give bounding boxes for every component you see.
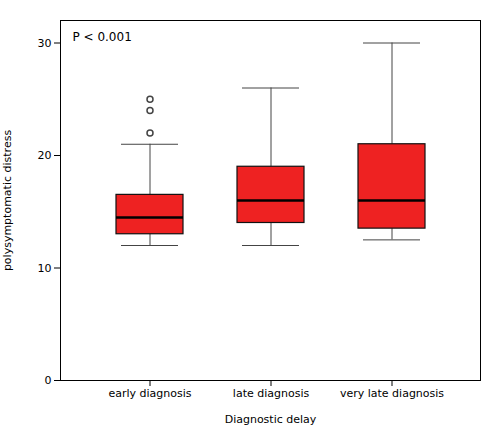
svg-text:polysymptomatic distress: polysymptomatic distress [1,130,14,271]
svg-text:Diagnostic delay: Diagnostic delay [225,413,317,425]
svg-text:30: 30 [38,37,52,50]
svg-text:early diagnosis: early diagnosis [108,387,191,400]
svg-text:0: 0 [45,374,52,387]
svg-text:P < 0.001: P < 0.001 [73,30,132,44]
svg-text:very late diagnosis: very late diagnosis [340,387,444,400]
svg-text:10: 10 [38,262,52,275]
svg-text:late diagnosis: late diagnosis [233,387,310,400]
svg-text:20: 20 [38,149,52,162]
